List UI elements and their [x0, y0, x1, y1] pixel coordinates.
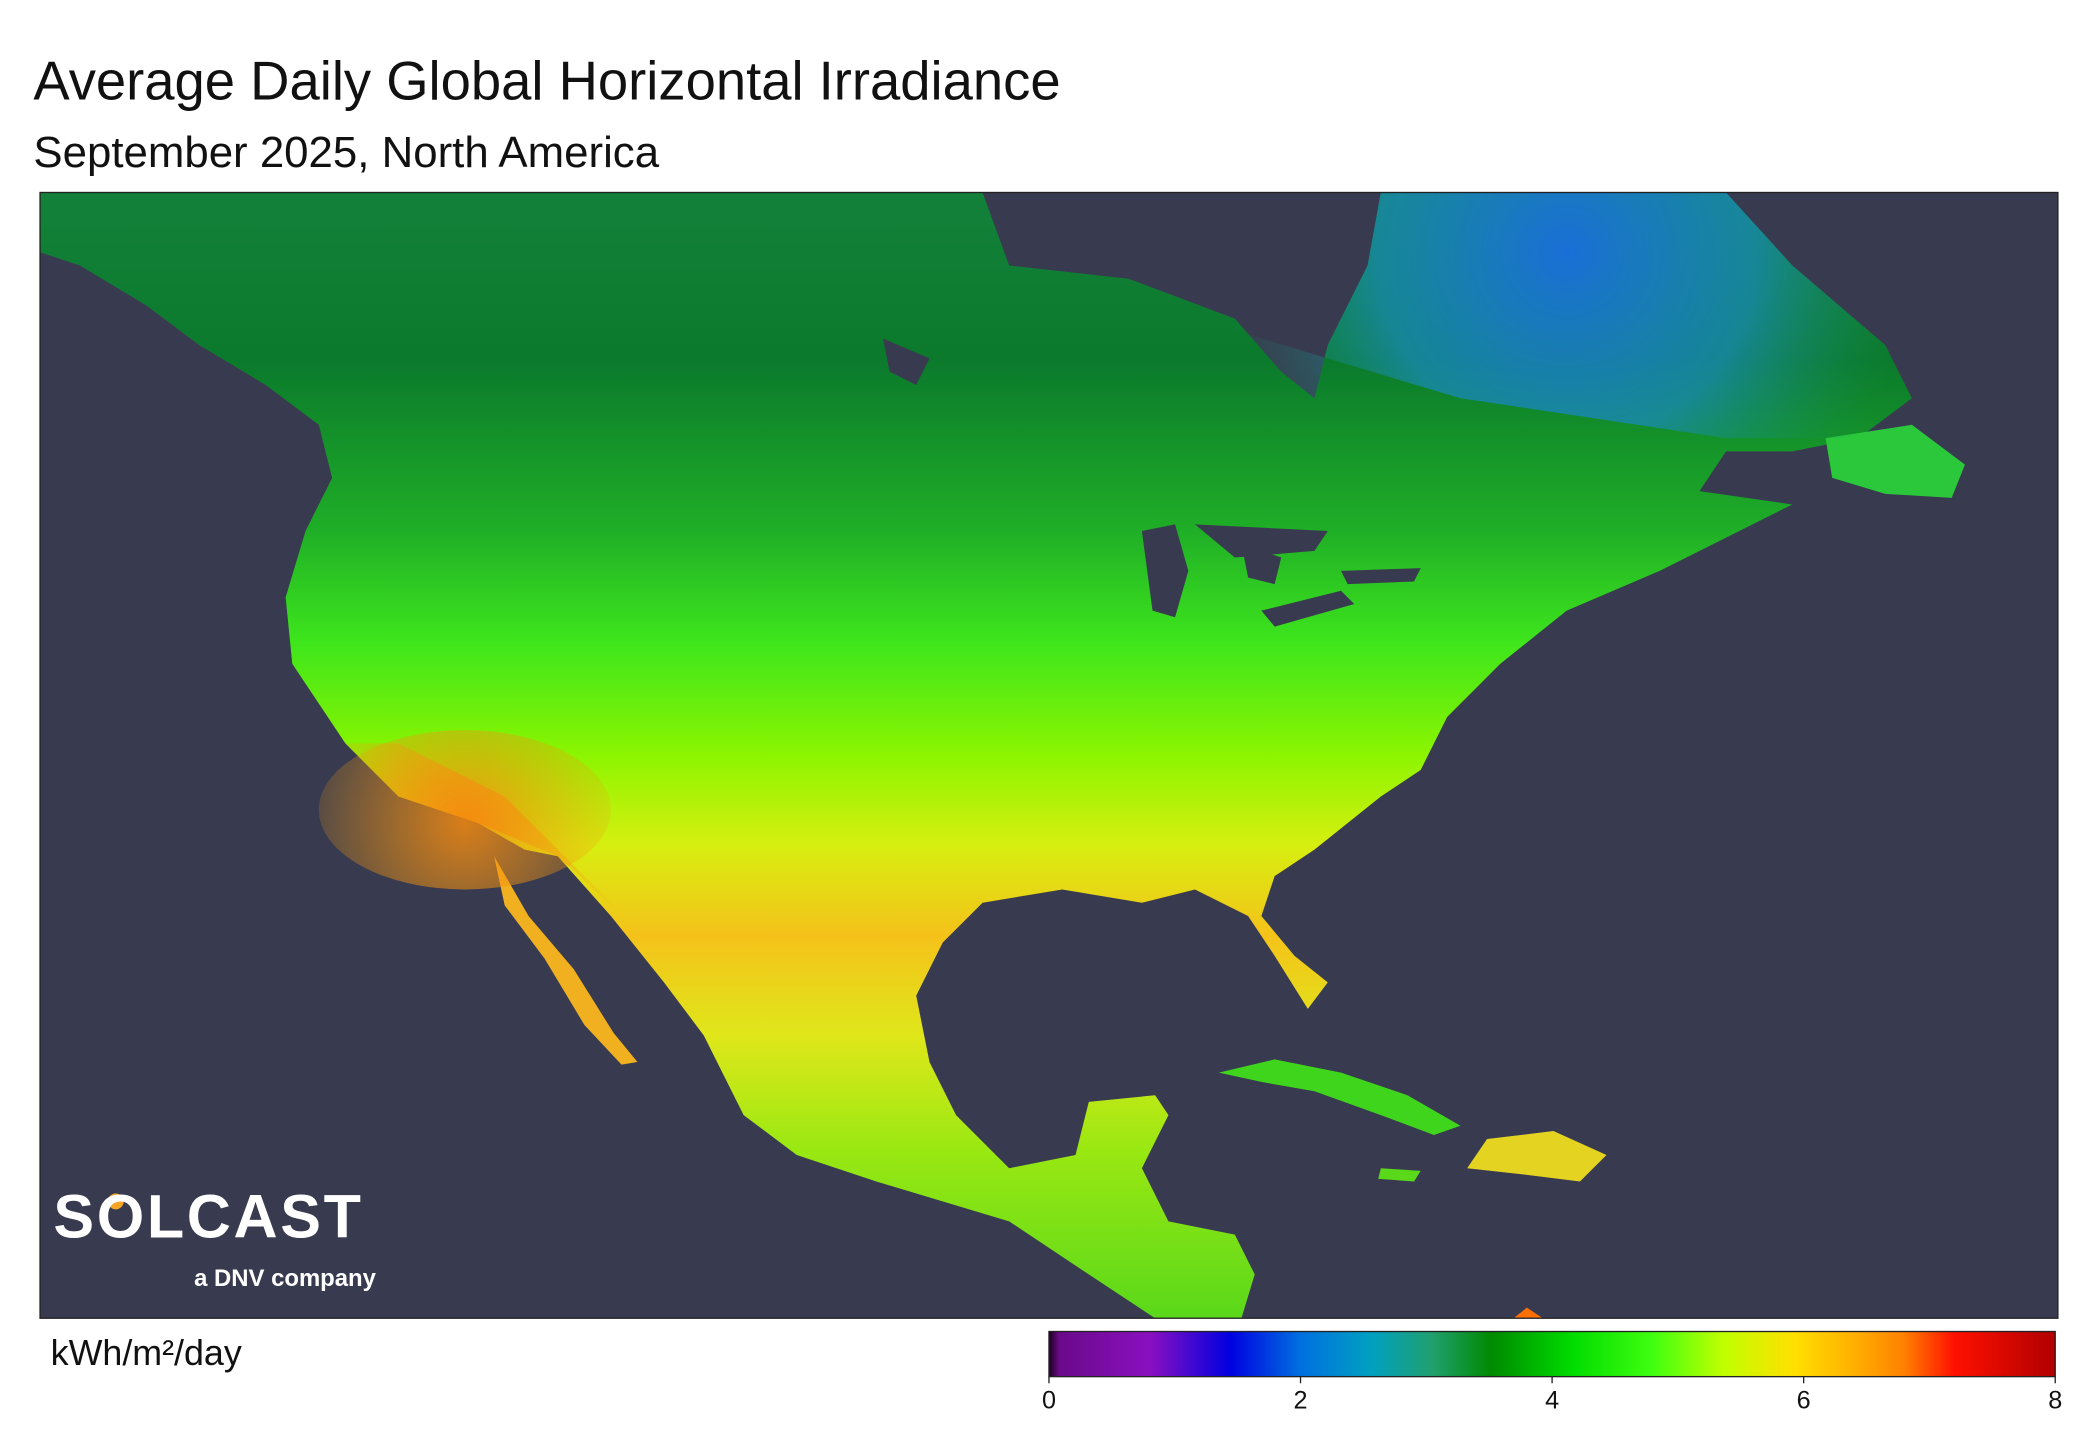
logo-sun [107, 1193, 124, 1210]
map [40, 192, 2058, 1319]
colorbar [1048, 1330, 2056, 1378]
colorbar-tick-label: 8 [2048, 1387, 2062, 1415]
logo-name: SOLCAST [53, 1182, 363, 1250]
colorbar-tick-label: 6 [1797, 1387, 1811, 1415]
colorbar-tick-label: 4 [1545, 1387, 1559, 1415]
map-frame [39, 191, 2059, 1319]
logo-tagline: a DNV company [194, 1265, 376, 1292]
colorbar-tick-label: 0 [1042, 1387, 1056, 1415]
subtitle: September 2025, North America [33, 128, 659, 177]
land [40, 192, 1965, 1319]
lakes [883, 338, 1421, 627]
title: Average Daily Global Horizontal Irradian… [33, 50, 1060, 111]
logo: SOLCAST a DNV company [53, 1182, 376, 1292]
colorbar-ticks: 0 2 4 6 8 [1042, 1376, 2062, 1415]
colorbar-tick-label: 2 [1294, 1387, 1308, 1415]
colorbar-label: kWh/m²/day [51, 1333, 242, 1373]
